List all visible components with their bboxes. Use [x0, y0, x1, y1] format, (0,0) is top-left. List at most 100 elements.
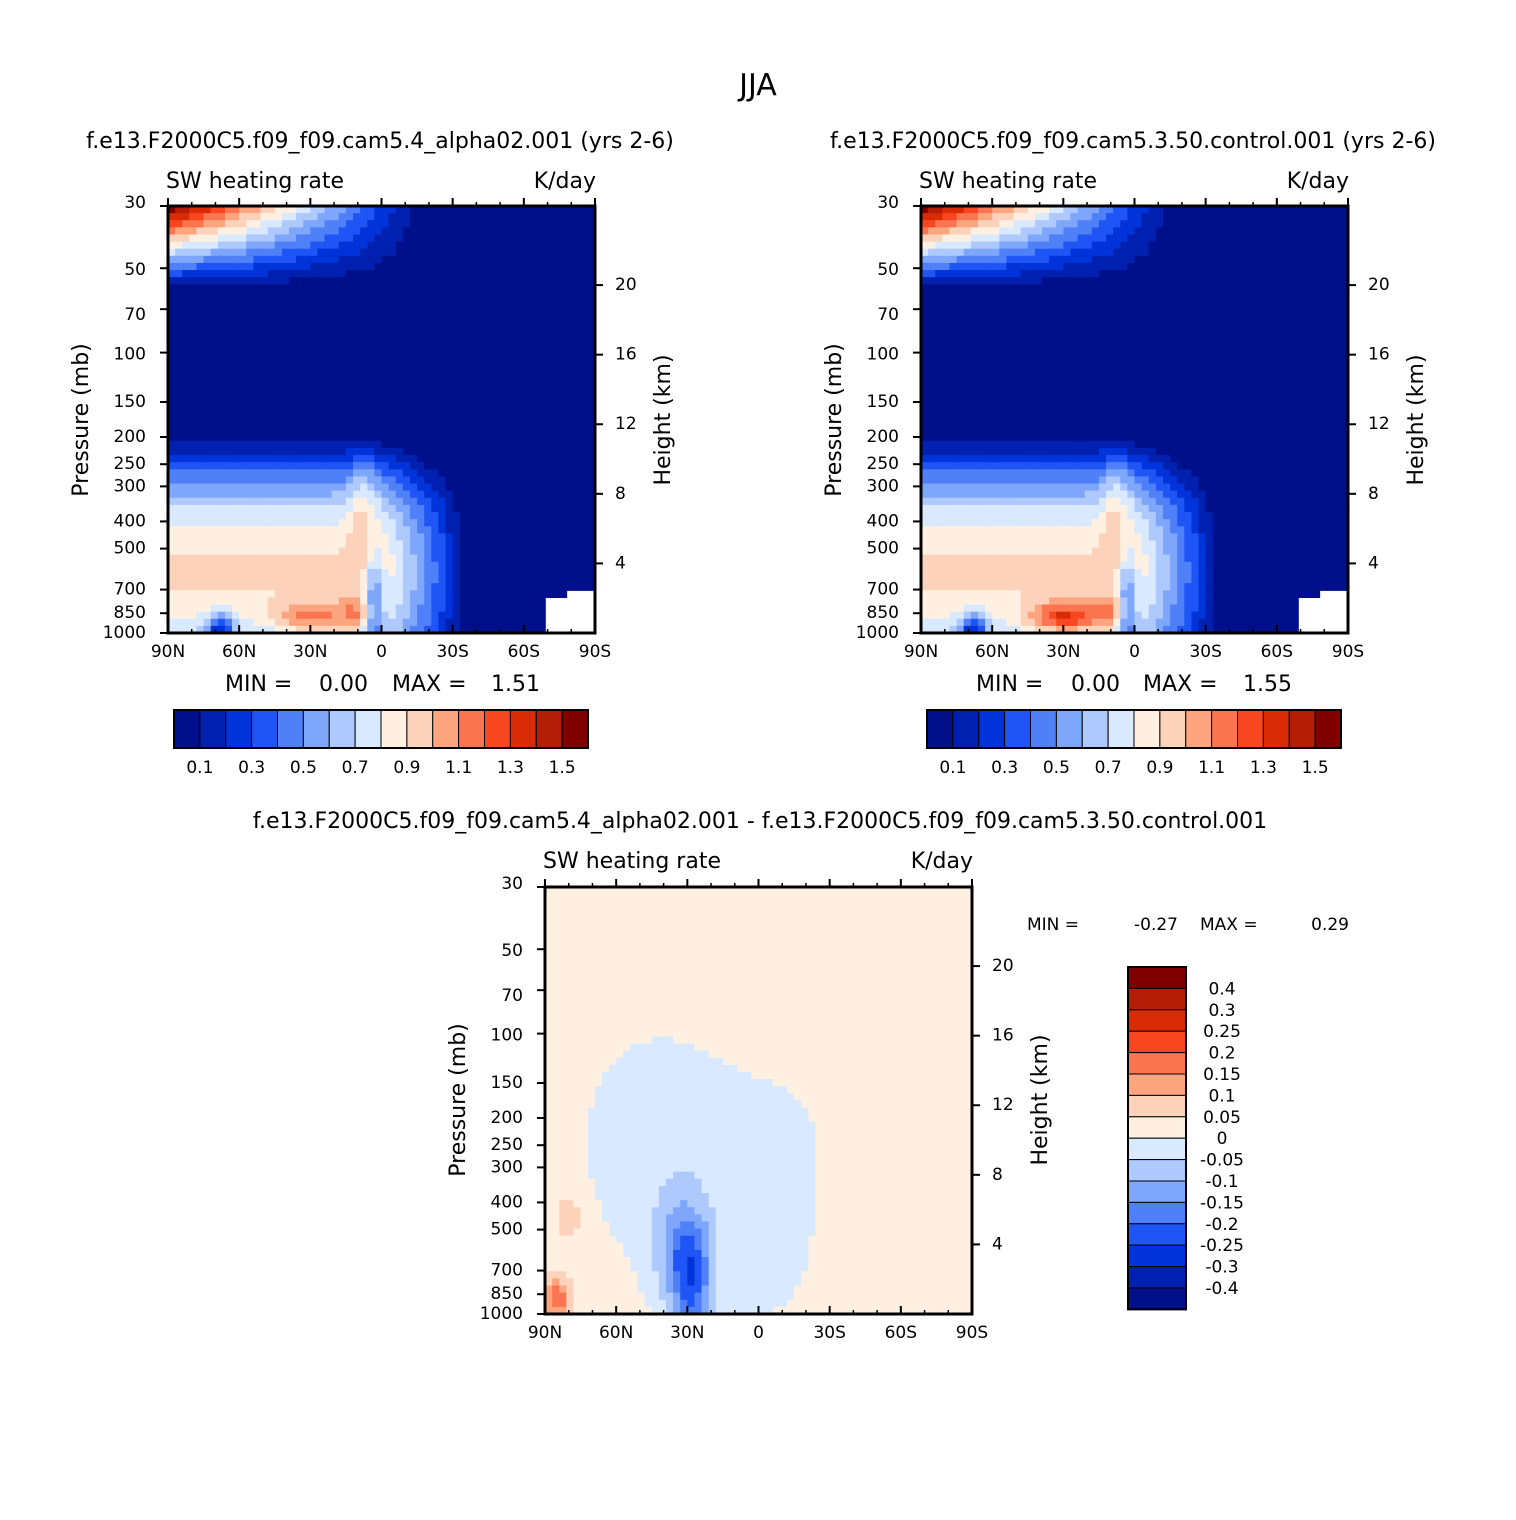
left-field-cell [453, 213, 461, 221]
right-field-cell [1334, 327, 1342, 335]
left-field-cell [303, 462, 311, 470]
left-field-cell [182, 213, 190, 221]
left-field-cell [268, 526, 276, 534]
right-field-cell [928, 348, 936, 356]
left-field-cell [403, 533, 411, 541]
left-field-cell [417, 355, 425, 363]
left-field-cell [182, 334, 190, 342]
right-field-cell [1085, 348, 1093, 356]
left-field-cell [495, 291, 503, 299]
right-field-cell [1035, 291, 1043, 299]
left-field-cell [374, 498, 382, 506]
left-field-cell [339, 605, 347, 613]
left-field-cell [524, 519, 532, 527]
left-field-cell [581, 583, 589, 591]
left-field-cell [495, 498, 503, 506]
right-panel-title: f.e13.F2000C5.f09_f09.cam5.3.50.control.… [830, 129, 1436, 154]
right-field-cell [999, 234, 1007, 242]
left-field-cell [567, 441, 575, 449]
left-field-cell [410, 348, 418, 356]
right-field-cell [1049, 263, 1057, 271]
left-field-cell [289, 612, 297, 620]
left-field-cell [367, 341, 375, 349]
right-field-cell [1312, 299, 1320, 307]
left-field-cell [275, 476, 283, 484]
left-field-cell [424, 377, 432, 385]
left-field-cell [310, 242, 318, 250]
left-field-cell [396, 441, 404, 449]
right-field-cell [935, 327, 943, 335]
left-field-cell [382, 498, 390, 506]
left-field-cell [204, 306, 212, 314]
left-field-cell [339, 291, 347, 299]
left-field-cell [467, 213, 475, 221]
left-field-cell [481, 256, 489, 264]
left-field-cell [232, 597, 240, 605]
left-field-cell [474, 519, 482, 527]
left-field-cell [204, 597, 212, 605]
right-field-cell [1021, 227, 1029, 235]
left-field-cell [261, 562, 269, 570]
right-field-cell [1305, 299, 1313, 307]
left-field-cell [296, 291, 304, 299]
left-field-cell [275, 270, 283, 278]
right-field-cell [1206, 213, 1214, 221]
left-field-cell [502, 277, 510, 285]
left-field-cell [460, 590, 468, 598]
left-field-cell [204, 612, 212, 620]
left-field-cell [275, 569, 283, 577]
left-field-cell [296, 562, 304, 570]
right-field-cell [992, 256, 1000, 264]
left-field-cell [502, 341, 510, 349]
left-field-cell [296, 434, 304, 442]
left-field-cell [538, 526, 546, 534]
left-field-cell [531, 569, 539, 577]
left-field-cell [552, 462, 560, 470]
right-field-cell [1028, 227, 1036, 235]
left-field-cell [339, 377, 347, 385]
left-field-cell [325, 291, 333, 299]
left-field-cell [446, 448, 454, 456]
left-field-cell [253, 505, 261, 513]
left-field-cell [239, 540, 247, 548]
left-field-cell [389, 590, 397, 598]
left-field-cell [559, 412, 567, 420]
right-field-cell [1220, 277, 1228, 285]
left-field-cell [403, 391, 411, 399]
left-field-cell [275, 384, 283, 392]
right-field-cell [1206, 256, 1214, 264]
left-field-cell [581, 377, 589, 385]
right-field-cell [978, 234, 986, 242]
right-field-cell [1149, 327, 1157, 335]
right-field-cell [1191, 313, 1199, 321]
left-field-cell [374, 327, 382, 335]
right-field-cell [1042, 220, 1050, 228]
left-field-cell [510, 612, 518, 620]
left-field-cell [268, 484, 276, 492]
left-field-cell [303, 270, 311, 278]
right-field-cell [1149, 249, 1157, 257]
left-field-cell [239, 555, 247, 563]
right-field-cell [1191, 277, 1199, 285]
left-field-cell [567, 491, 575, 499]
left-field-cell [360, 220, 368, 228]
right-field-cell [1220, 334, 1228, 342]
left-field-cell [502, 533, 510, 541]
left-field-cell [574, 569, 582, 577]
left-field-cell [431, 256, 439, 264]
right-field-cell [1106, 348, 1114, 356]
left-field-cell [182, 234, 190, 242]
right-field-cell [1049, 341, 1057, 349]
right-field-cell [1049, 355, 1057, 363]
right-field-cell [1056, 270, 1064, 278]
left-field-cell [467, 227, 475, 235]
left-field-cell [310, 491, 318, 499]
right-field-cell [942, 234, 950, 242]
left-field-cell [574, 427, 582, 435]
right-field-cell [985, 313, 993, 321]
left-field-cell [367, 569, 375, 577]
right-field-cell [1327, 341, 1335, 349]
right-field-cell [971, 270, 979, 278]
left-field-cell [574, 476, 582, 484]
right-field-cell [1006, 341, 1014, 349]
